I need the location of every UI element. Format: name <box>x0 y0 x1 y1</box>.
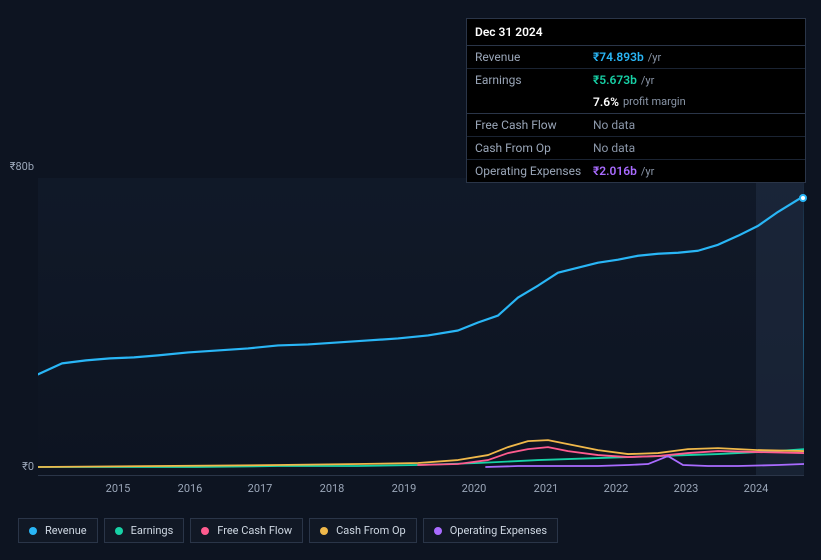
tooltip-value: No data <box>593 141 635 155</box>
tooltip-value: ₹5.673b /yr <box>593 73 654 87</box>
x-tick-label: 2024 <box>744 482 769 495</box>
series-operating-expenses <box>486 456 804 467</box>
legend: Revenue Earnings Free Cash Flow Cash From O… <box>18 518 558 543</box>
legend-item-revenue[interactable]: Revenue <box>18 518 98 543</box>
x-tick-label: 2020 <box>462 482 487 495</box>
legend-dot-icon <box>115 527 123 535</box>
legend-label: Earnings <box>131 524 174 537</box>
plot-area[interactable]: 2015201620172018201920202021202220232024 <box>38 178 804 476</box>
legend-item-earnings[interactable]: Earnings <box>104 518 185 543</box>
legend-item-free-cash-flow[interactable]: Free Cash Flow <box>190 518 303 543</box>
tooltip-label: Free Cash Flow <box>475 118 593 132</box>
value-suffix: /yr <box>641 74 654 87</box>
x-tick-label: 2022 <box>604 482 629 495</box>
legend-dot-icon <box>201 527 209 535</box>
value-amount: ₹74.893b <box>593 50 644 64</box>
legend-item-operating-expenses[interactable]: Operating Expenses <box>423 518 558 543</box>
tooltip-row-revenue: Revenue₹74.893b /yr <box>467 46 805 69</box>
y-tick-label: ₹0 <box>0 460 34 473</box>
legend-label: Free Cash Flow <box>217 524 292 537</box>
value-suffix: /yr <box>648 51 661 64</box>
x-tick-label: 2015 <box>106 482 131 495</box>
tooltip-row-opex: Operating Expenses₹2.016b /yr <box>467 160 805 182</box>
tooltip-value: ₹2.016b /yr <box>593 164 654 178</box>
legend-label: Revenue <box>45 524 87 537</box>
tooltip-label: Operating Expenses <box>475 164 593 178</box>
y-tick-label: ₹80b <box>0 160 34 173</box>
marker-line <box>803 178 804 475</box>
profit-margin-pct: 7.6% <box>593 95 619 109</box>
x-tick-label: 2023 <box>674 482 699 495</box>
x-tick-label: 2016 <box>178 482 203 495</box>
tooltip-label: Revenue <box>475 50 593 64</box>
chart-lines <box>38 178 804 475</box>
tooltip-row-earnings: Earnings₹5.673b /yr <box>467 69 805 91</box>
x-tick-label: 2021 <box>534 482 559 495</box>
profit-margin-label: profit margin <box>623 95 686 109</box>
value-amount: ₹2.016b <box>593 164 637 178</box>
tooltip-label: Cash From Op <box>475 141 593 155</box>
tooltip-row-fcf: Free Cash FlowNo data <box>467 114 805 137</box>
no-data-text: No data <box>593 118 635 132</box>
tooltip-date: Dec 31 2024 <box>467 19 805 46</box>
x-tick-label: 2019 <box>392 482 417 495</box>
legend-dot-icon <box>434 527 442 535</box>
data-tooltip: Dec 31 2024 Revenue₹74.893b /yrEarnings₹… <box>466 18 806 183</box>
tooltip-value: No data <box>593 118 635 132</box>
no-data-text: No data <box>593 141 635 155</box>
value-suffix: /yr <box>641 165 654 178</box>
tooltip-profit-margin: 7.6% profit margin <box>467 91 805 114</box>
x-tick-label: 2017 <box>248 482 273 495</box>
legend-dot-icon <box>29 527 37 535</box>
value-amount: ₹5.673b <box>593 73 637 87</box>
legend-label: Operating Expenses <box>450 524 547 537</box>
x-tick-label: 2018 <box>320 482 345 495</box>
tooltip-label: Earnings <box>475 73 593 87</box>
tooltip-row-cfo: Cash From OpNo data <box>467 137 805 160</box>
legend-item-cash-from-op[interactable]: Cash From Op <box>309 518 417 543</box>
legend-label: Cash From Op <box>336 524 406 537</box>
series-revenue <box>38 196 804 374</box>
tooltip-value: ₹74.893b /yr <box>593 50 661 64</box>
marker-dot <box>799 194 807 202</box>
legend-dot-icon <box>320 527 328 535</box>
